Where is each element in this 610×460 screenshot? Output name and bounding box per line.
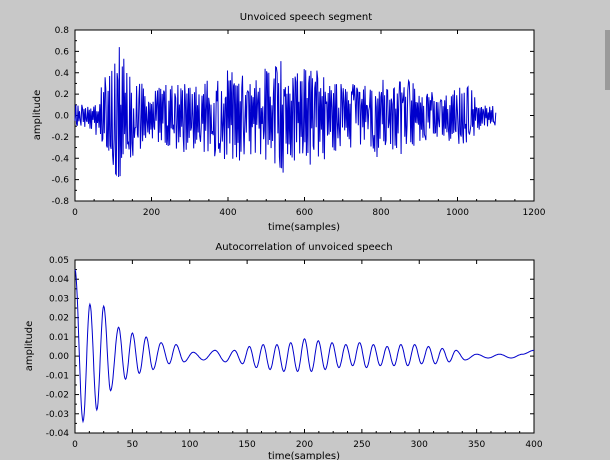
- y-tick-label: 0.04: [49, 275, 69, 285]
- y-tick-label: -0.04: [46, 429, 70, 439]
- chart-1-series-line: [74, 47, 497, 178]
- chart-2-title: Autocorrelation of unvoiced speech: [215, 242, 392, 253]
- y-tick-label: 0.02: [49, 314, 69, 324]
- chart-1-title: Unvoiced speech segment: [240, 12, 372, 23]
- y-tick-label: -0.01: [46, 371, 69, 381]
- x-tick-label: 1200: [523, 208, 546, 218]
- y-tick-label: 0.4: [55, 69, 70, 79]
- y-tick-label: 0.05: [49, 256, 69, 266]
- chart-2-ylabel: amplitude: [24, 321, 35, 372]
- chart-1: Unvoiced speech segment 0 200 400 600 800 100…: [32, 12, 546, 233]
- x-tick-label: 400: [525, 440, 542, 450]
- x-tick-label: 600: [296, 208, 313, 218]
- x-tick-label: 300: [411, 440, 428, 450]
- x-tick-label: 250: [353, 440, 370, 450]
- y-tick-label: -0.2: [51, 133, 69, 143]
- chart-2-plot-area: [74, 259, 535, 434]
- x-tick-label: 1000: [446, 208, 469, 218]
- y-tick-label: -0.8: [51, 197, 69, 207]
- y-tick-label: 0.6: [55, 47, 70, 57]
- chart-2-xlabel: time(samples): [268, 451, 340, 460]
- x-tick-label: 50: [127, 440, 139, 450]
- x-tick-label: 150: [239, 440, 256, 450]
- y-tick-label: -0.4: [51, 154, 69, 164]
- x-tick-label: 350: [468, 440, 485, 450]
- x-tick-label: 0: [72, 440, 78, 450]
- y-tick-label: -0.03: [46, 410, 69, 420]
- y-tick-label: -0.6: [51, 176, 69, 186]
- y-tick-label: 0.8: [55, 26, 70, 36]
- chart-2-series-line: [74, 269, 535, 424]
- x-tick-label: 200: [143, 208, 160, 218]
- y-tick-label: 0.03: [49, 294, 69, 304]
- chart-1-tick-labels: 0 200 400 600 800 1000 1200 -0.8 -0.6 -0.4 -0.2 0.0…: [51, 26, 545, 218]
- x-tick-label: 800: [372, 208, 389, 218]
- x-tick-label: 400: [219, 208, 236, 218]
- chart-2: Autocorrelation of unvoiced speech 0 50 10…: [24, 242, 543, 460]
- y-tick-label: 0.2: [55, 90, 69, 100]
- chart-2-tick-labels: 0 50 100 150 200 250 300 350 400 -0.04 -0.03 -0.02 -…: [46, 256, 543, 450]
- y-tick-label: 0.0: [55, 112, 70, 122]
- window-edge: [605, 30, 610, 90]
- y-tick-label: 0.01: [49, 333, 69, 343]
- x-tick-label: 200: [296, 440, 313, 450]
- x-tick-label: 100: [181, 440, 198, 450]
- chart-2-ticks: [74, 259, 535, 434]
- chart-1-xlabel: time(samples): [268, 222, 340, 233]
- y-tick-label: 0.00: [49, 352, 69, 362]
- x-tick-label: 0: [72, 208, 78, 218]
- chart-1-ylabel: amplitude: [32, 90, 43, 141]
- chart-1-ticks: [74, 29, 535, 202]
- y-tick-label: -0.02: [46, 391, 69, 401]
